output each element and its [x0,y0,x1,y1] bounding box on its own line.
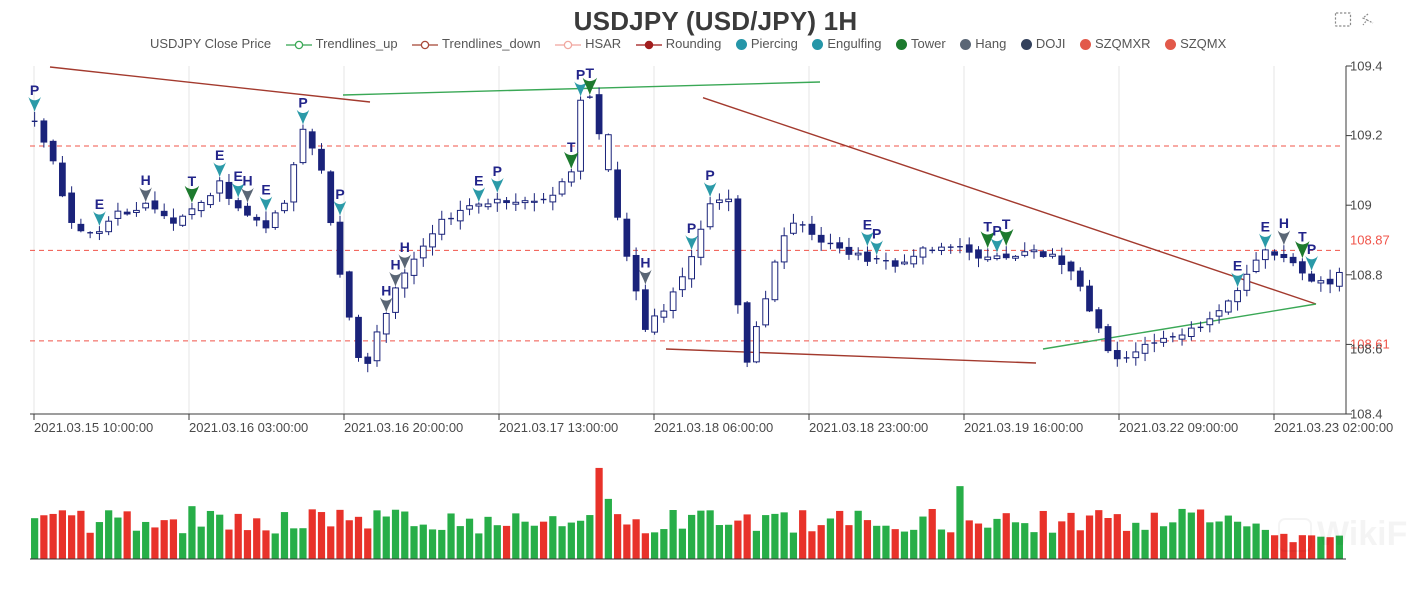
svg-text:H: H [1279,215,1289,231]
svg-text:E: E [1233,257,1242,273]
svg-text:P: P [1307,241,1316,257]
svg-text:T: T [983,218,992,234]
svg-text:T: T [586,65,595,81]
svg-text:H: H [381,282,391,298]
svg-text:H: H [400,239,410,255]
svg-text:P: P [705,167,714,183]
svg-text:H: H [242,173,252,189]
svg-text:E: E [863,216,872,232]
svg-text:P: P [30,82,39,98]
svg-text:E: E [215,147,224,163]
svg-text:T: T [1002,216,1011,232]
svg-text:T: T [188,173,197,189]
svg-text:H: H [141,172,151,188]
svg-text:H: H [640,255,650,271]
svg-text:E: E [261,181,270,197]
svg-text:P: P [335,186,344,202]
svg-text:P: P [687,220,696,236]
svg-text:H: H [390,257,400,273]
svg-text:P: P [493,163,502,179]
svg-text:T: T [567,139,576,155]
svg-text:E: E [474,172,483,188]
svg-text:E: E [95,196,104,212]
svg-text:T: T [1298,228,1307,244]
svg-text:E: E [1261,219,1270,235]
svg-text:P: P [872,225,881,241]
svg-text:P: P [298,95,307,111]
